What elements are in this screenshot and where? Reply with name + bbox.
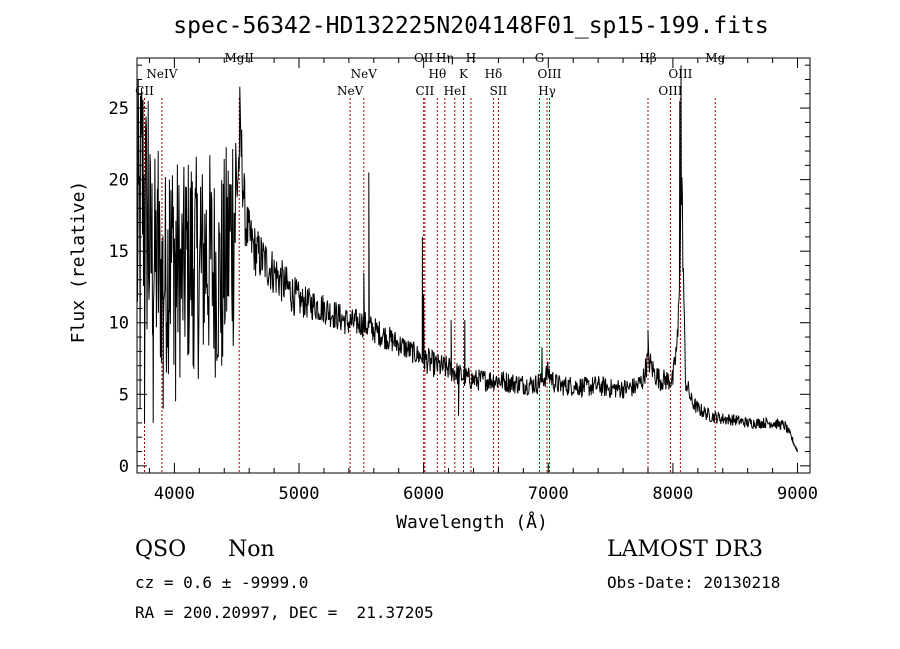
line-label-HeI: HeI: [444, 84, 467, 98]
line-label-NeIV: NeIV: [146, 67, 177, 81]
x-tick-label: 4000: [154, 484, 195, 504]
survey-name: LAMOST DR3: [607, 537, 763, 562]
x-axis: 4000 5000 6000 7000 8000 9000: [148, 58, 818, 504]
x-tick-label: 8000: [652, 484, 693, 504]
line-label-SII: SII: [490, 84, 508, 98]
x-tick-label: 6000: [403, 484, 444, 504]
line-label-NeV: NeV: [351, 67, 378, 81]
y-axis: 0 5 10 15 20 25: [109, 64, 810, 477]
y-tick-label: 15: [109, 242, 129, 262]
line-label-CII: CII: [416, 84, 435, 98]
line-label-NeV: NeV: [337, 84, 364, 98]
x-axis-label: Wavelength (Å): [396, 511, 548, 533]
y-tick-label: 0: [119, 457, 129, 477]
line-label-Hγ: Hγ: [538, 84, 556, 98]
y-tick-label: 5: [119, 385, 129, 405]
coordinates: RA = 200.20997, DEC = 21.37205: [135, 603, 434, 622]
y-tick-label: 20: [109, 171, 129, 191]
x-tick-label: 9000: [777, 484, 818, 504]
x-tick-label: 5000: [279, 484, 320, 504]
line-label-K: K: [459, 67, 469, 81]
x-tick-label: 7000: [528, 484, 569, 504]
object-subclass: Non: [228, 537, 275, 562]
spectrum-line: [136, 65, 798, 453]
y-tick-label: 25: [109, 99, 129, 119]
line-label-Hδ: Hδ: [485, 67, 503, 81]
line-label-Hθ: Hθ: [429, 67, 447, 81]
chart-title: spec-56342-HD132225N204148F01_sp15-199.f…: [173, 13, 768, 39]
redshift-line: cz = 0.6 ± -9999.0: [135, 573, 309, 592]
y-axis-label: Flux (relative): [68, 181, 89, 344]
object-class: QSO: [135, 537, 187, 562]
line-label-OIII: OIII: [658, 84, 682, 98]
line-label-OIII: OIII: [537, 67, 561, 81]
y-tick-label: 10: [109, 314, 129, 334]
obs-date: Obs-Date: 20130218: [607, 573, 781, 592]
line-label-CII: CII: [135, 84, 154, 98]
spectral-line-markers: [143, 98, 716, 473]
